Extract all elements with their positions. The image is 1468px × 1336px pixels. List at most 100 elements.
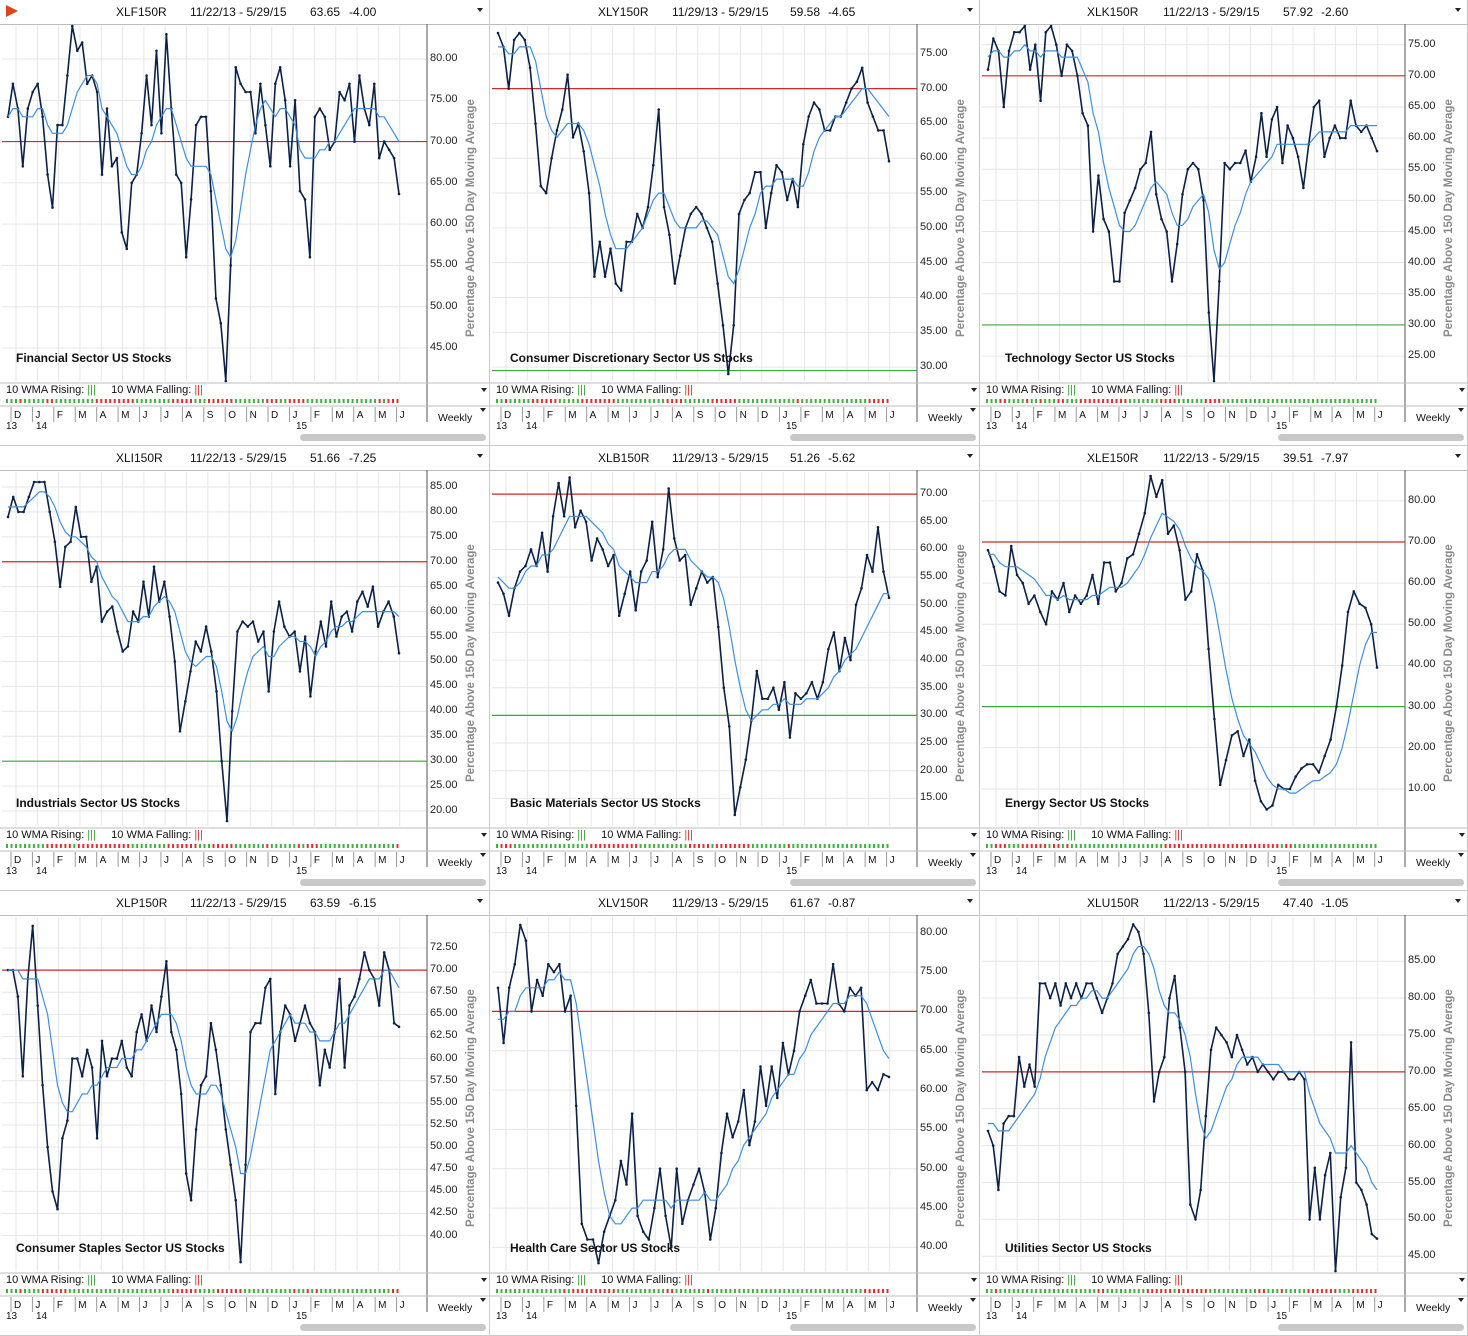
plot-svg — [490, 915, 979, 1312]
dropdown-triangle-icon[interactable] — [971, 1278, 977, 1282]
price-point — [251, 620, 255, 623]
dropdown-triangle-icon[interactable] — [970, 408, 976, 412]
dropdown-triangle-icon[interactable] — [1458, 1298, 1464, 1302]
wma-signal-dot — [882, 1289, 884, 1293]
dropdown-triangle-icon[interactable] — [1455, 454, 1461, 458]
horizontal-scrollbar[interactable] — [300, 1324, 486, 1331]
wma-signal-dot — [194, 399, 197, 403]
dropdown-triangle-icon[interactable] — [967, 454, 973, 458]
dropdown-triangle-icon[interactable] — [481, 388, 487, 392]
horizontal-scrollbar[interactable] — [300, 879, 486, 886]
dropdown-triangle-icon[interactable] — [967, 899, 973, 903]
dropdown-triangle-icon[interactable] — [970, 1298, 976, 1302]
interval-selector[interactable]: Weekly — [1416, 1302, 1451, 1314]
price-point — [274, 1092, 277, 1096]
dropdown-triangle-icon[interactable] — [971, 833, 977, 837]
symbol-label[interactable]: XLE150R — [1087, 451, 1139, 465]
price-point — [84, 535, 88, 539]
month-label: M — [1313, 1300, 1323, 1311]
price-point — [371, 585, 375, 588]
dropdown-triangle-icon[interactable] — [1455, 899, 1461, 903]
horizontal-scrollbar[interactable] — [790, 434, 976, 441]
symbol-label[interactable]: XLU150R — [1087, 896, 1140, 910]
interval-selector[interactable]: Weekly — [438, 857, 473, 869]
interval-selector[interactable]: Weekly — [1416, 412, 1451, 424]
dropdown-triangle-icon[interactable] — [971, 388, 977, 392]
wma-signal-dot — [347, 844, 350, 848]
price-point — [1107, 230, 1111, 233]
dropdown-triangle-icon[interactable] — [481, 833, 487, 837]
horizontal-scrollbar[interactable] — [300, 434, 486, 441]
year-label: 14 — [1016, 866, 1028, 877]
symbol-label[interactable]: XLV150R — [598, 896, 649, 910]
symbol-label[interactable]: XLP150R — [116, 896, 168, 910]
price-point — [1207, 311, 1211, 314]
interval-selector[interactable]: Weekly — [438, 412, 473, 424]
dropdown-triangle-icon[interactable] — [477, 8, 483, 12]
price-point — [363, 951, 366, 954]
price-point — [267, 690, 271, 693]
dropdown-triangle-icon[interactable] — [1458, 408, 1464, 412]
price-point — [259, 82, 262, 86]
price-point — [759, 1065, 762, 1068]
horizontal-scrollbar[interactable] — [790, 879, 976, 886]
dropdown-triangle-icon[interactable] — [480, 408, 486, 412]
interval-selector[interactable]: Weekly — [928, 412, 963, 424]
wma-signal-dot — [832, 844, 835, 848]
price-point — [308, 255, 312, 259]
horizontal-scrollbar[interactable] — [1278, 879, 1464, 886]
wma-signal-dot — [1070, 844, 1073, 848]
interval-selector[interactable]: Weekly — [1416, 857, 1451, 869]
symbol-label[interactable]: XLY150R — [598, 5, 649, 19]
dropdown-triangle-icon[interactable] — [1459, 1278, 1465, 1282]
price-point — [695, 586, 698, 590]
interval-selector[interactable]: Weekly — [928, 1302, 963, 1314]
month-label: O — [718, 410, 726, 421]
dropdown-triangle-icon[interactable] — [967, 8, 973, 12]
interval-selector[interactable]: Weekly — [928, 857, 963, 869]
price-point — [1199, 1188, 1202, 1192]
dropdown-triangle-icon[interactable] — [1459, 388, 1465, 392]
symbol-label[interactable]: XLK150R — [1087, 5, 1139, 19]
dropdown-triangle-icon[interactable] — [480, 853, 486, 857]
price-point — [1175, 242, 1179, 246]
wma-signal-dot — [751, 1289, 754, 1293]
symbol-label[interactable]: XLB150R — [598, 451, 650, 465]
price-point — [1100, 1011, 1104, 1015]
wma-signal-dot — [306, 844, 309, 848]
y-tick-label: 30.00 — [1408, 699, 1436, 712]
horizontal-scrollbar[interactable] — [790, 1324, 976, 1331]
symbol-label[interactable]: XLF150R — [116, 5, 167, 19]
wma-falling-mark: ||| — [1171, 829, 1183, 841]
wma-signal-dot — [190, 844, 192, 848]
wma-signal-dot — [392, 844, 394, 848]
horizontal-scrollbar[interactable] — [1278, 434, 1464, 441]
dropdown-triangle-icon[interactable] — [477, 454, 483, 458]
price-point — [871, 570, 874, 573]
price-point — [1194, 1218, 1197, 1221]
dropdown-triangle-icon[interactable] — [1459, 833, 1465, 837]
month-label: S — [1185, 410, 1193, 421]
symbol-label[interactable]: XLI150R — [116, 451, 163, 465]
dropdown-triangle-icon[interactable] — [481, 1278, 487, 1282]
red-arrow-icon[interactable] — [6, 5, 18, 17]
dropdown-triangle-icon[interactable] — [1458, 853, 1464, 857]
wma-signal-dot — [369, 399, 372, 403]
month-label: J — [399, 410, 405, 421]
dropdown-triangle-icon[interactable] — [480, 1298, 486, 1302]
wma-signal-dot — [342, 844, 345, 848]
month-label: J — [142, 855, 148, 866]
wma-signal-dot — [1102, 844, 1105, 848]
interval-selector[interactable]: Weekly — [438, 1302, 473, 1314]
wma-signal-dot — [181, 399, 184, 403]
wma-signal-dot — [756, 399, 759, 403]
wma-signal-dot — [1026, 1289, 1029, 1293]
price-point — [1062, 581, 1065, 585]
chart-header: XLV150R 11/29/13 - 5/29/15 61.67 -0.87 — [490, 891, 979, 916]
month-label: A — [356, 410, 364, 421]
dropdown-triangle-icon[interactable] — [1455, 8, 1461, 12]
dropdown-triangle-icon[interactable] — [477, 899, 483, 903]
horizontal-scrollbar[interactable] — [1278, 1324, 1464, 1331]
dropdown-triangle-icon[interactable] — [970, 853, 976, 857]
wma-signal-dot — [324, 844, 327, 848]
